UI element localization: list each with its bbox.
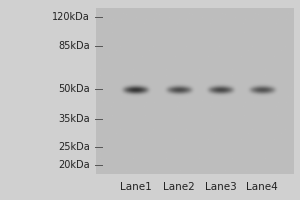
Text: 120kDa: 120kDa <box>52 12 90 22</box>
Text: 35kDa: 35kDa <box>58 114 90 124</box>
Text: Lane2: Lane2 <box>163 182 195 192</box>
Text: 25kDa: 25kDa <box>58 142 90 152</box>
Text: 50kDa: 50kDa <box>58 84 90 94</box>
Text: 85kDa: 85kDa <box>58 41 90 51</box>
Text: Lane3: Lane3 <box>205 182 237 192</box>
Text: Lane1: Lane1 <box>120 182 152 192</box>
Text: 20kDa: 20kDa <box>58 160 90 170</box>
Text: Lane4: Lane4 <box>246 182 278 192</box>
